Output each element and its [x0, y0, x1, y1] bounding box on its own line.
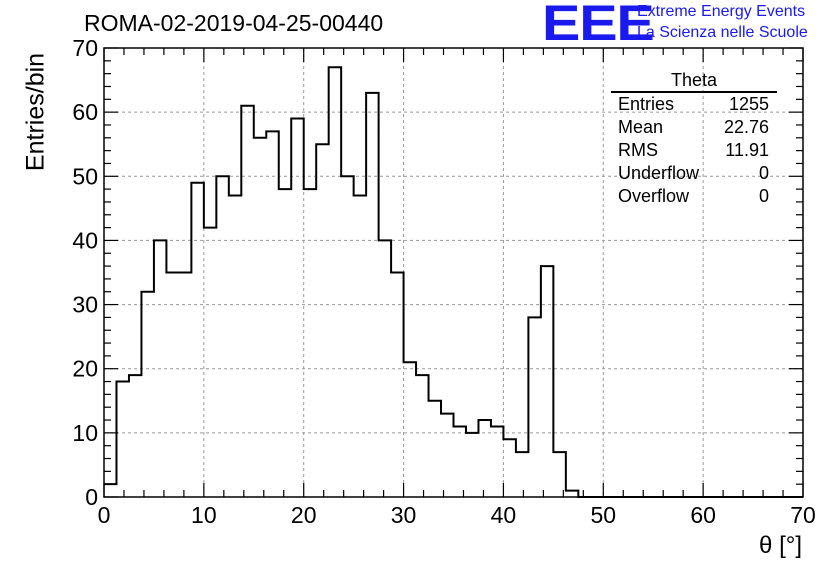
x-tick-label: 40 [491, 502, 517, 528]
tick-labels: 0 10 20 30 40 50 60 70 0 10 20 30 40 50 60 70 [72, 35, 815, 528]
stats-value: 22.76 [723, 117, 769, 137]
x-tick-label: 70 [790, 502, 816, 528]
x-tick-label: 30 [391, 502, 417, 528]
logo-text-line2: La Scienza nelle Scuole [637, 24, 808, 41]
stats-row-overflow: Overflow 0 [611, 185, 777, 208]
y-tick-label: 70 [72, 35, 98, 61]
x-tick-label: 50 [590, 502, 616, 528]
logo-text-line1: Extreme Energy Events [637, 3, 806, 20]
x-axis-label: θ [°] [759, 532, 802, 559]
x-tick-label: 0 [98, 502, 111, 528]
stats-value: 11.91 [725, 140, 769, 160]
y-tick-label: 30 [72, 292, 98, 318]
stats-value: 1255 [728, 94, 769, 114]
y-tick-label: 20 [72, 356, 98, 382]
x-tick-label: 20 [291, 502, 317, 528]
y-tick-label: 40 [72, 227, 98, 253]
stats-row-underflow: Underflow 0 [611, 162, 777, 185]
stats-label: Entries [618, 94, 675, 114]
stats-label: Overflow [618, 186, 690, 206]
stats-row-entries: Entries 1255 [611, 93, 777, 116]
stats-value: 0 [758, 186, 769, 206]
stats-row-rms: RMS 11.91 [611, 139, 777, 162]
y-tick-label: 10 [72, 420, 98, 446]
stats-value: 0 [758, 163, 769, 183]
stats-label: Mean [618, 117, 664, 137]
x-tick-label: 60 [690, 502, 716, 528]
stats-box: Theta Entries 1255 Mean 22.76 RMS 11.91 … [611, 70, 777, 208]
y-tick-label: 0 [85, 484, 98, 510]
y-tick-label: 50 [72, 163, 98, 189]
stats-label: Underflow [618, 163, 700, 183]
stats-row-mean: Mean 22.76 [611, 116, 777, 139]
stats-title: Theta [611, 70, 777, 93]
stats-label: RMS [618, 140, 658, 160]
y-axis-label: Entries/bin [21, 52, 50, 172]
eee-logo-mark: EEE [542, 0, 655, 51]
x-tick-label: 10 [191, 502, 217, 528]
y-tick-label: 60 [72, 99, 98, 125]
chart-title: ROMA-02-2019-04-25-00440 [84, 10, 384, 36]
plot-frame [103, 47, 804, 498]
